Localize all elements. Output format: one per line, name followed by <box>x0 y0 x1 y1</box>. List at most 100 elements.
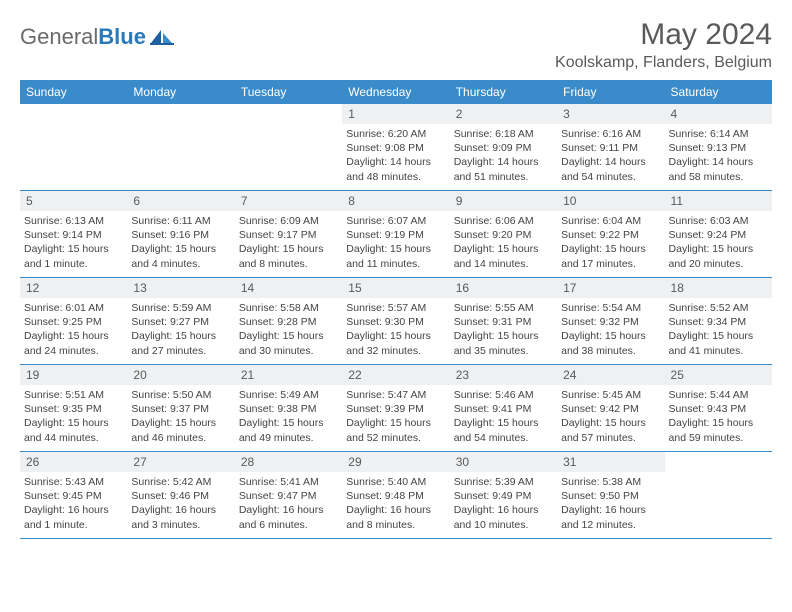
day-cell: 28Sunrise: 5:41 AMSunset: 9:47 PMDayligh… <box>235 452 342 538</box>
sunset-text: Sunset: 9:16 PM <box>131 228 230 242</box>
day-number: 9 <box>450 191 557 211</box>
day-cell: 19Sunrise: 5:51 AMSunset: 9:35 PMDayligh… <box>20 365 127 451</box>
weekday-header: Thursday <box>450 80 557 104</box>
day-cell: 12Sunrise: 6:01 AMSunset: 9:25 PMDayligh… <box>20 278 127 364</box>
day-details: Sunrise: 5:46 AMSunset: 9:41 PMDaylight:… <box>450 385 557 449</box>
day-details: Sunrise: 5:41 AMSunset: 9:47 PMDaylight:… <box>235 472 342 536</box>
sunrise-text: Sunrise: 5:49 AM <box>239 388 338 402</box>
day-cell: 31Sunrise: 5:38 AMSunset: 9:50 PMDayligh… <box>557 452 664 538</box>
sunrise-text: Sunrise: 6:14 AM <box>669 127 768 141</box>
sunset-text: Sunset: 9:17 PM <box>239 228 338 242</box>
day-number: 29 <box>342 452 449 472</box>
day-number: 3 <box>557 104 664 124</box>
day-number: 26 <box>20 452 127 472</box>
day-number: 23 <box>450 365 557 385</box>
sunset-text: Sunset: 9:20 PM <box>454 228 553 242</box>
day-cell: 11Sunrise: 6:03 AMSunset: 9:24 PMDayligh… <box>665 191 772 277</box>
day-details: Sunrise: 5:58 AMSunset: 9:28 PMDaylight:… <box>235 298 342 362</box>
daylight-text: Daylight: 14 hours and 51 minutes. <box>454 155 553 183</box>
day-cell: 6 Sunrise: 6:11 AMSunset: 9:16 PMDaylight… <box>127 191 234 277</box>
sunrise-text: Sunrise: 6:01 AM <box>24 301 123 315</box>
day-details: Sunrise: 5:45 AMSunset: 9:42 PMDaylight:… <box>557 385 664 449</box>
sunset-text: Sunset: 9:48 PM <box>346 489 445 503</box>
header: GeneralBlue May 2024 Koolskamp, Flanders… <box>20 18 772 72</box>
day-number: 2 <box>450 104 557 124</box>
day-number: 8 <box>342 191 449 211</box>
day-details: Sunrise: 6:09 AMSunset: 9:17 PMDaylight:… <box>235 211 342 275</box>
month-title: May 2024 <box>555 18 772 52</box>
daylight-text: Daylight: 15 hours and 4 minutes. <box>131 242 230 270</box>
week-row: 1Sunrise: 6:20 AMSunset: 9:08 PMDaylight… <box>20 104 772 191</box>
daylight-text: Daylight: 15 hours and 17 minutes. <box>561 242 660 270</box>
day-cell: 15Sunrise: 5:57 AMSunset: 9:30 PMDayligh… <box>342 278 449 364</box>
week-row: 5Sunrise: 6:13 AMSunset: 9:14 PMDaylight… <box>20 191 772 278</box>
sunrise-text: Sunrise: 5:50 AM <box>131 388 230 402</box>
day-details: Sunrise: 5:59 AMSunset: 9:27 PMDaylight:… <box>127 298 234 362</box>
sunset-text: Sunset: 9:41 PM <box>454 402 553 416</box>
sunrise-text: Sunrise: 5:42 AM <box>131 475 230 489</box>
brand-name: GeneralBlue <box>20 24 146 50</box>
day-number: 17 <box>557 278 664 298</box>
daylight-text: Daylight: 16 hours and 8 minutes. <box>346 503 445 531</box>
sunrise-text: Sunrise: 6:11 AM <box>131 214 230 228</box>
sunrise-text: Sunrise: 6:06 AM <box>454 214 553 228</box>
week-row: 12Sunrise: 6:01 AMSunset: 9:25 PMDayligh… <box>20 278 772 365</box>
sunrise-text: Sunrise: 5:54 AM <box>561 301 660 315</box>
sunset-text: Sunset: 9:47 PM <box>239 489 338 503</box>
sunrise-text: Sunrise: 6:07 AM <box>346 214 445 228</box>
day-cell: 21Sunrise: 5:49 AMSunset: 9:38 PMDayligh… <box>235 365 342 451</box>
sunrise-text: Sunrise: 5:43 AM <box>24 475 123 489</box>
week-row: 26Sunrise: 5:43 AMSunset: 9:45 PMDayligh… <box>20 452 772 539</box>
day-cell: 4Sunrise: 6:14 AMSunset: 9:13 PMDaylight… <box>665 104 772 190</box>
daylight-text: Daylight: 15 hours and 57 minutes. <box>561 416 660 444</box>
day-number: 20 <box>127 365 234 385</box>
sunrise-text: Sunrise: 5:44 AM <box>669 388 768 402</box>
sunrise-text: Sunrise: 5:38 AM <box>561 475 660 489</box>
weekday-header: Sunday <box>20 80 127 104</box>
sunrise-text: Sunrise: 5:45 AM <box>561 388 660 402</box>
day-number: 21 <box>235 365 342 385</box>
sunset-text: Sunset: 9:39 PM <box>346 402 445 416</box>
daylight-text: Daylight: 15 hours and 24 minutes. <box>24 329 123 357</box>
day-number: 19 <box>20 365 127 385</box>
sunset-text: Sunset: 9:22 PM <box>561 228 660 242</box>
day-number: 6 <box>127 191 234 211</box>
day-details: Sunrise: 6:07 AMSunset: 9:19 PMDaylight:… <box>342 211 449 275</box>
day-number: 10 <box>557 191 664 211</box>
sunrise-text: Sunrise: 5:58 AM <box>239 301 338 315</box>
day-number: 15 <box>342 278 449 298</box>
day-number: 25 <box>665 365 772 385</box>
day-cell: 5Sunrise: 6:13 AMSunset: 9:14 PMDaylight… <box>20 191 127 277</box>
sunset-text: Sunset: 9:30 PM <box>346 315 445 329</box>
day-details: Sunrise: 6:18 AMSunset: 9:09 PMDaylight:… <box>450 124 557 188</box>
daylight-text: Daylight: 16 hours and 10 minutes. <box>454 503 553 531</box>
day-number: 12 <box>20 278 127 298</box>
day-cell: 25Sunrise: 5:44 AMSunset: 9:43 PMDayligh… <box>665 365 772 451</box>
daylight-text: Daylight: 15 hours and 14 minutes. <box>454 242 553 270</box>
weeks-container: 1Sunrise: 6:20 AMSunset: 9:08 PMDaylight… <box>20 104 772 539</box>
sunrise-text: Sunrise: 5:40 AM <box>346 475 445 489</box>
sunrise-text: Sunrise: 6:09 AM <box>239 214 338 228</box>
day-cell: 26Sunrise: 5:43 AMSunset: 9:45 PMDayligh… <box>20 452 127 538</box>
day-cell <box>127 104 234 190</box>
sunset-text: Sunset: 9:49 PM <box>454 489 553 503</box>
sunset-text: Sunset: 9:32 PM <box>561 315 660 329</box>
day-number: 22 <box>342 365 449 385</box>
sunset-text: Sunset: 9:46 PM <box>131 489 230 503</box>
day-details: Sunrise: 6:16 AMSunset: 9:11 PMDaylight:… <box>557 124 664 188</box>
sunset-text: Sunset: 9:43 PM <box>669 402 768 416</box>
title-block: May 2024 Koolskamp, Flanders, Belgium <box>555 18 772 72</box>
sunset-text: Sunset: 9:08 PM <box>346 141 445 155</box>
daylight-text: Daylight: 16 hours and 3 minutes. <box>131 503 230 531</box>
daylight-text: Daylight: 16 hours and 12 minutes. <box>561 503 660 531</box>
daylight-text: Daylight: 15 hours and 49 minutes. <box>239 416 338 444</box>
day-details: Sunrise: 5:44 AMSunset: 9:43 PMDaylight:… <box>665 385 772 449</box>
daylight-text: Daylight: 15 hours and 41 minutes. <box>669 329 768 357</box>
day-cell <box>20 104 127 190</box>
day-details: Sunrise: 6:14 AMSunset: 9:13 PMDaylight:… <box>665 124 772 188</box>
weekday-header: Tuesday <box>235 80 342 104</box>
sunset-text: Sunset: 9:13 PM <box>669 141 768 155</box>
sunset-text: Sunset: 9:37 PM <box>131 402 230 416</box>
day-details: Sunrise: 5:43 AMSunset: 9:45 PMDaylight:… <box>20 472 127 536</box>
day-number: 5 <box>20 191 127 211</box>
